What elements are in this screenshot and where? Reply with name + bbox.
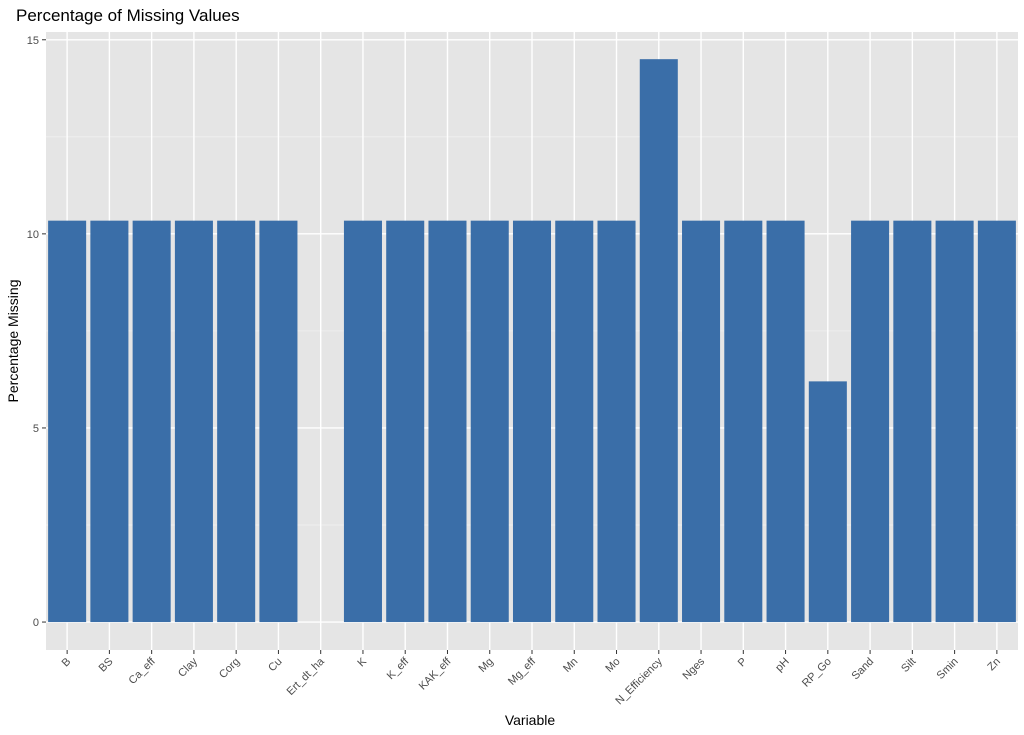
bar-Silt (893, 220, 932, 623)
x-tick-label: RP_Go (800, 656, 834, 690)
bar-Sand (851, 220, 890, 623)
bar-Nges (682, 220, 721, 623)
x-tick-label: pH (773, 656, 791, 674)
bar-Smin (935, 220, 974, 623)
bar-KAK_eff (428, 220, 467, 623)
x-tick-label: Mn (561, 656, 580, 675)
bar-pH (766, 220, 805, 623)
x-axis: B BS Ca_eff Clay Corg Cu Ert_dt_ha K K_eff KAK_ef… (60, 650, 1003, 707)
x-tick-label: Ca_eff (127, 655, 159, 687)
bar-RP_Go (808, 381, 847, 623)
x-tick-label: Nges (681, 655, 708, 682)
bar-B (48, 220, 87, 623)
bar-Mn (555, 220, 594, 623)
bar-K_eff (386, 220, 425, 623)
x-tick-label: Mo (603, 656, 622, 675)
x-tick-label: B (60, 656, 74, 670)
bar-Clay (174, 220, 213, 623)
bar-Cu (259, 220, 298, 623)
x-tick-label: Cu (266, 656, 284, 674)
x-tick-label: KAK_eff (417, 655, 455, 693)
x-tick-label: BS (97, 656, 116, 675)
x-tick-label: Corg (217, 656, 242, 681)
bar-Ca_eff (132, 220, 171, 623)
y-tick-label: 10 (27, 229, 39, 241)
x-tick-label: K (355, 655, 369, 669)
bar-Mg (470, 220, 509, 623)
x-axis-title: Variable (505, 712, 556, 728)
bar-N_Efficiency (639, 59, 678, 623)
x-tick-label: Mg_eff (506, 655, 539, 688)
bar-Corg (217, 220, 256, 623)
bar-K (343, 220, 382, 623)
x-tick-label: P (736, 656, 750, 670)
bar-Mo (597, 220, 636, 623)
x-tick-label: Mg (477, 656, 496, 675)
y-tick-label: 15 (27, 35, 39, 47)
bar-P (724, 220, 763, 623)
chart-title: Percentage of Missing Values (16, 6, 240, 25)
bars (48, 59, 1016, 623)
bar-BS (90, 220, 129, 623)
x-tick-label: Zn (985, 656, 1003, 674)
x-tick-label: Ert_dt_ha (285, 655, 328, 698)
bar-Zn (977, 220, 1016, 623)
x-tick-label: K_eff (385, 655, 412, 682)
x-tick-label: Smin (935, 656, 961, 682)
y-axis-title: Percentage Missing (5, 280, 21, 403)
y-tick-label: 0 (33, 617, 39, 629)
x-tick-label: Silt (899, 656, 918, 675)
y-axis: 0 5 10 15 (27, 35, 46, 629)
y-tick-label: 5 (33, 423, 39, 435)
x-tick-label: Clay (176, 655, 200, 679)
x-tick-label: Sand (850, 656, 877, 683)
bar-Mg_eff (512, 220, 552, 623)
